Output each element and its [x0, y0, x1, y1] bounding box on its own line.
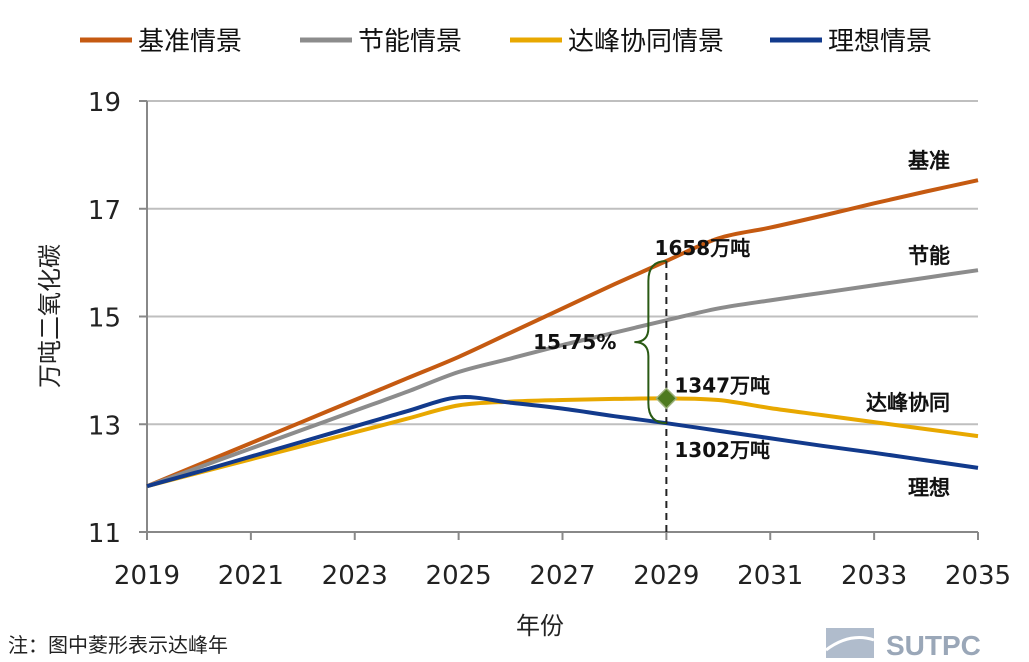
x-axis-label: 年份: [516, 612, 564, 640]
ideal-value-label: 1302万吨: [674, 438, 770, 462]
series-line-2: [146, 268, 979, 489]
y-tick-label: 17: [88, 196, 121, 226]
series-line-3: [146, 396, 979, 489]
x-tick-label: 2033: [841, 561, 907, 591]
series-end-label: 理想: [908, 476, 950, 500]
baseline-value-label: 1658万吨: [655, 236, 751, 260]
x-tick-label: 2029: [633, 561, 699, 591]
series-end-label: 达峰协同: [866, 391, 950, 415]
peak-diamond-marker: [655, 387, 678, 410]
x-tick-label: 2023: [322, 561, 388, 591]
y-tick-label: 11: [88, 519, 121, 549]
annotations: 1658万吨 1347万吨 1302万吨 15.75%: [533, 236, 770, 532]
legend-label: 节能情景: [358, 27, 462, 57]
y-tick-label: 13: [88, 411, 121, 441]
x-tick-label: 2025: [426, 561, 492, 591]
legend-label: 基准情景: [138, 27, 242, 57]
x-tick-label: 2021: [218, 561, 284, 591]
x-tick-label: 2019: [114, 561, 180, 591]
peak-value-label: 1347万吨: [674, 373, 770, 397]
x-tick-label: 2027: [529, 561, 595, 591]
series-end-label: 节能: [908, 244, 950, 268]
sutpc-logo: SUTPC: [825, 628, 981, 661]
series-end-label: 基准: [908, 149, 950, 173]
axes: 11 13 15 17 19 2019 2021 2023 2025 2027 2029 2031 20…: [88, 88, 1011, 591]
series-line-4: [146, 395, 979, 489]
grid: [147, 100, 978, 426]
legend: 基准情景 节能情景 达峰协同情景 理想情景: [80, 27, 932, 57]
gap-percent-label: 15.75%: [533, 330, 616, 354]
logo-text: SUTPC: [886, 630, 981, 661]
footnote: 注：图中菱形表示达峰年: [8, 633, 228, 657]
gap-brace: [634, 260, 667, 425]
x-tick-label: 2031: [737, 561, 803, 591]
series-line-1: [146, 178, 979, 489]
legend-label: 理想情景: [828, 27, 932, 57]
legend-label: 达峰协同情景: [568, 27, 724, 57]
y-axis-label: 万吨二氧化碳: [36, 244, 64, 388]
y-tick-label: 15: [88, 304, 121, 334]
y-tick-label: 19: [88, 88, 121, 118]
x-tick-label: 2035: [945, 561, 1011, 591]
